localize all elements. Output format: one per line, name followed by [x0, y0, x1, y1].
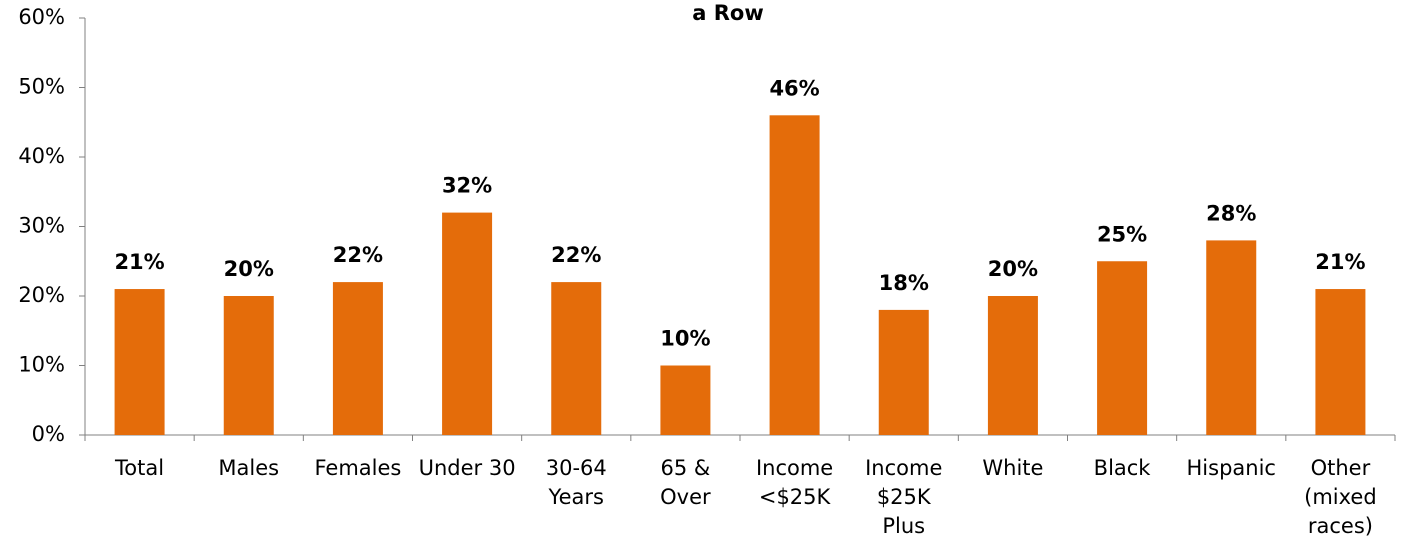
bar: [442, 212, 493, 435]
bar: [114, 289, 165, 435]
x-tick-label-line: Income: [756, 456, 833, 480]
x-tick-label-line: Income: [865, 456, 942, 480]
x-tick-label-line: $25K: [877, 485, 932, 509]
x-tick-label: Under 30: [419, 456, 516, 480]
bar: [1097, 261, 1148, 435]
bar: [769, 115, 820, 436]
x-tick-label-line: (mixed: [1304, 485, 1377, 509]
x-tick-label-line: Under 30: [419, 456, 516, 480]
value-label: 18%: [879, 271, 929, 295]
bar: [878, 309, 929, 435]
x-tick-label-line: Plus: [882, 514, 925, 538]
x-tick-label-line: Total: [114, 456, 164, 480]
x-tick-label: Hispanic: [1187, 456, 1276, 480]
x-tick-label: Other (mixed races): [1304, 456, 1377, 538]
value-label: 22%: [333, 243, 383, 267]
x-tick-label-line: Other: [1311, 456, 1371, 480]
x-tick-label-line: races): [1308, 514, 1373, 538]
bar: [660, 365, 711, 435]
x-tick-label: Income $25K Plus: [865, 456, 942, 538]
x-tick-label-line: Over: [660, 485, 711, 509]
y-tick-label: 20%: [18, 283, 65, 307]
x-tick-label-line: 30-64: [546, 456, 607, 480]
value-label: 21%: [114, 250, 164, 274]
y-tick-label: 40%: [18, 144, 65, 168]
x-tick-label-line: Hispanic: [1187, 456, 1276, 480]
y-tick-label: 60%: [18, 5, 65, 29]
value-label: 10%: [660, 327, 710, 351]
x-tick-label-line: Black: [1094, 456, 1152, 480]
x-tick-label-line: 65 &: [661, 456, 711, 480]
chart-title: a Row: [692, 1, 763, 25]
x-tick-label-line: <$25K: [759, 485, 832, 509]
y-tick-label: 10%: [18, 353, 65, 377]
value-label: 20%: [988, 257, 1038, 281]
x-tick-label: White: [982, 456, 1043, 480]
x-tick-label: 30-64 Years: [546, 456, 607, 509]
value-label: 32%: [442, 174, 492, 198]
y-tick-label: 30%: [18, 214, 65, 238]
value-label: 22%: [551, 243, 601, 267]
bar: [987, 296, 1038, 435]
x-tick-label: 65 & Over: [660, 456, 711, 509]
x-tick-label-line: Years: [548, 485, 604, 509]
x-tick-label: Black: [1094, 456, 1152, 480]
value-label: 28%: [1206, 201, 1256, 225]
value-label: 20%: [224, 257, 274, 281]
value-label: 21%: [1315, 250, 1365, 274]
bar: [1206, 240, 1257, 435]
bar: [223, 296, 274, 435]
x-tick-label: Income <$25K: [756, 456, 833, 509]
y-tick-label: 50%: [18, 75, 65, 99]
x-tick-label: Females: [314, 456, 401, 480]
bar: [332, 282, 383, 435]
y-tick-label: 0%: [32, 422, 65, 446]
bar: [551, 282, 602, 435]
x-tick-label-line: Females: [314, 456, 401, 480]
x-tick-label: Males: [218, 456, 279, 480]
value-label: 46%: [769, 76, 819, 100]
bar: [1315, 289, 1366, 435]
x-tick-label: Total: [114, 456, 164, 480]
x-tick-label-line: Males: [218, 456, 279, 480]
x-tick-label-line: White: [982, 456, 1043, 480]
value-label: 25%: [1097, 222, 1147, 246]
